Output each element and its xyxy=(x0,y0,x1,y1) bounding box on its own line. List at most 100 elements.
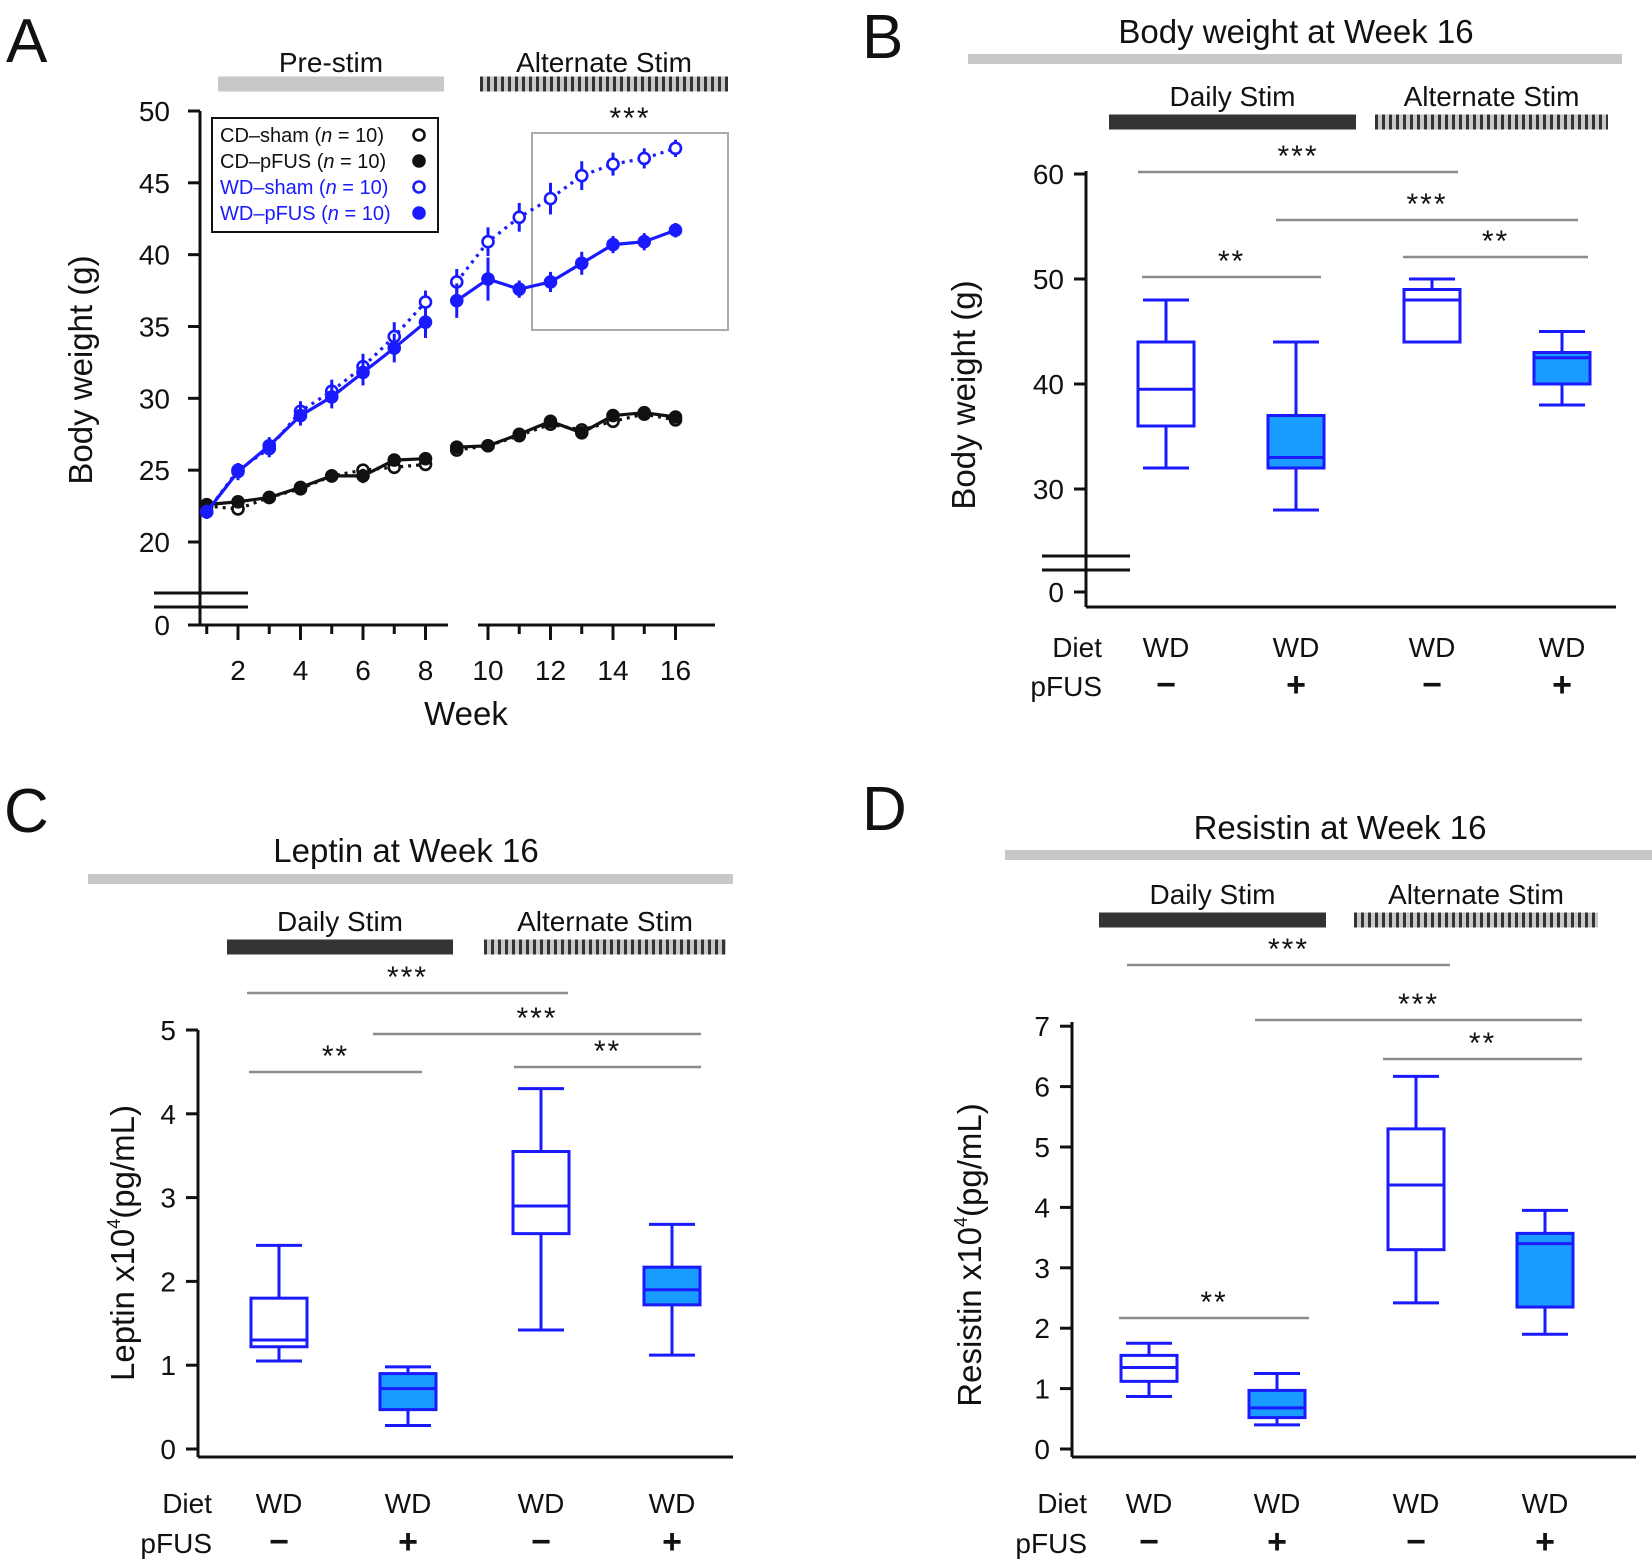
data-point xyxy=(199,505,214,519)
data-point xyxy=(606,408,620,423)
data-point xyxy=(481,272,495,286)
diet-row-label: Diet xyxy=(162,1488,212,1519)
box-1 xyxy=(1119,1341,1179,1398)
pfus-sign-label: + xyxy=(1552,666,1572,704)
data-point xyxy=(387,341,402,355)
box-1 xyxy=(1136,298,1196,470)
panel-title: Leptin at Week 16 xyxy=(273,832,538,869)
y-tick-label: 3 xyxy=(160,1183,176,1214)
data-point xyxy=(418,451,433,466)
x-axis-title: Week xyxy=(424,695,508,732)
diet-category-label: WD xyxy=(385,1488,432,1519)
y-tick-label: 0 xyxy=(154,610,170,641)
diet-category-label: WD xyxy=(1409,632,1456,663)
significance-stars: ** xyxy=(1200,1286,1227,1319)
data-point xyxy=(543,191,558,206)
legend-marker xyxy=(412,128,426,142)
data-point xyxy=(481,234,495,249)
diet-category-label: WD xyxy=(1522,1488,1569,1519)
panel-letter-d: D xyxy=(862,775,907,844)
legend-label: WD–pFUS xyxy=(220,203,316,225)
data-point xyxy=(668,410,683,424)
y-axis-title-exponent: 4 xyxy=(951,1217,971,1227)
legend-marker xyxy=(412,180,426,194)
alternate-stim-label: Alternate Stim xyxy=(517,906,693,937)
diet-category-label: WD xyxy=(518,1488,565,1519)
pfus-row-label: pFUS xyxy=(140,1528,212,1559)
data-point xyxy=(637,151,652,166)
legend-paren: ( xyxy=(309,125,322,147)
y-tick-label: 5 xyxy=(1034,1132,1050,1163)
diet-category-label: WD xyxy=(1539,632,1586,663)
y-axis-title: Body weight (g) xyxy=(945,280,982,509)
data-point xyxy=(387,453,402,467)
pfus-sign-label: − xyxy=(1139,1523,1159,1561)
data-point xyxy=(512,210,527,225)
box-4 xyxy=(1515,1208,1575,1336)
legend-label: CD–sham xyxy=(220,125,309,147)
y-axis-title-unit: (pg/mL) xyxy=(104,1105,141,1219)
significance-stars: ** xyxy=(1482,225,1509,258)
x-tick-label: 16 xyxy=(660,655,691,686)
legend-entry: CD–pFUS (n = 10) xyxy=(220,151,386,173)
y-tick-label: 3 xyxy=(1034,1253,1050,1284)
pfus-sign-label: + xyxy=(662,1523,682,1561)
pfus-sign-label: − xyxy=(1422,666,1442,704)
legend-paren: ( xyxy=(313,177,326,199)
pfus-sign-label: − xyxy=(531,1523,551,1561)
data-point xyxy=(574,426,589,440)
y-tick-label: 50 xyxy=(139,96,170,127)
legend-paren: ( xyxy=(316,203,329,225)
pfus-sign-label: − xyxy=(269,1523,289,1561)
data-point xyxy=(324,390,339,404)
panel-a: A Pre-stim Alternate Stim 0 20 25 30 35 40 45 50 2 4… xyxy=(6,7,729,732)
y-tick-label: 60 xyxy=(1033,159,1064,190)
alternate-stim-label: Alternate Stim xyxy=(1404,81,1580,112)
y-tick-label: 7 xyxy=(1034,1011,1050,1042)
data-point xyxy=(449,293,464,308)
axes-b: 0 30 40 50 60 Body weight (g) xyxy=(945,159,1616,609)
data-point xyxy=(293,408,308,423)
legend-eq: = xyxy=(337,177,360,199)
box-2 xyxy=(378,1365,438,1428)
y-tick-label: 1 xyxy=(160,1350,176,1381)
data-point xyxy=(324,469,339,483)
legend-n-value: 10 xyxy=(355,125,377,147)
diet-category-label: WD xyxy=(1254,1488,1301,1519)
y-tick-label: 1 xyxy=(1034,1374,1050,1405)
data-point xyxy=(668,223,683,238)
pfus-row-label: pFUS xyxy=(1015,1528,1087,1559)
panel-letter-c: C xyxy=(4,777,49,846)
y-tick-label: 50 xyxy=(1033,264,1064,295)
legend-entry: WD–pFUS (n = 10) xyxy=(220,203,391,225)
y-tick-label: 40 xyxy=(139,240,170,271)
daily-stim-label: Daily Stim xyxy=(1149,879,1275,910)
panel-letter-a: A xyxy=(6,7,48,76)
y-axis-title: Resistin x104(pg/mL) xyxy=(951,1103,988,1406)
box-iqr xyxy=(1266,414,1326,470)
panel-c: C Leptin at Week 16 Daily Stim Alternate St… xyxy=(4,777,733,1561)
data-point xyxy=(668,141,683,156)
daily-stim-label: Daily Stim xyxy=(1169,81,1295,112)
legend: CD–sham (n = 10)CD–pFUS (n = 10)WD–sham … xyxy=(211,117,439,233)
series-line xyxy=(455,146,676,283)
significance-stars: *** xyxy=(1277,140,1318,173)
box-4 xyxy=(642,1222,702,1357)
legend-eq: = xyxy=(334,151,357,173)
data-point xyxy=(231,464,245,479)
y-tick-label: 2 xyxy=(160,1266,176,1297)
y-tick-label: 2 xyxy=(1034,1313,1050,1344)
panel-title: Body weight at Week 16 xyxy=(1118,13,1473,50)
box-iqr xyxy=(1386,1127,1446,1252)
significance-stars: *** xyxy=(516,1002,557,1035)
pfus-sign-label: + xyxy=(398,1523,418,1561)
box-2 xyxy=(1247,1372,1307,1427)
x-tick-label: 2 xyxy=(230,655,246,686)
box-3 xyxy=(1386,1074,1446,1305)
alternate-stim-label: Alternate Stim xyxy=(1388,879,1564,910)
box-iqr xyxy=(1247,1388,1307,1420)
legend-n: n xyxy=(326,177,337,199)
legend-entry: WD–sham (n = 10) xyxy=(220,177,388,199)
data-point xyxy=(418,315,433,329)
y-tick-label: 45 xyxy=(139,168,170,199)
